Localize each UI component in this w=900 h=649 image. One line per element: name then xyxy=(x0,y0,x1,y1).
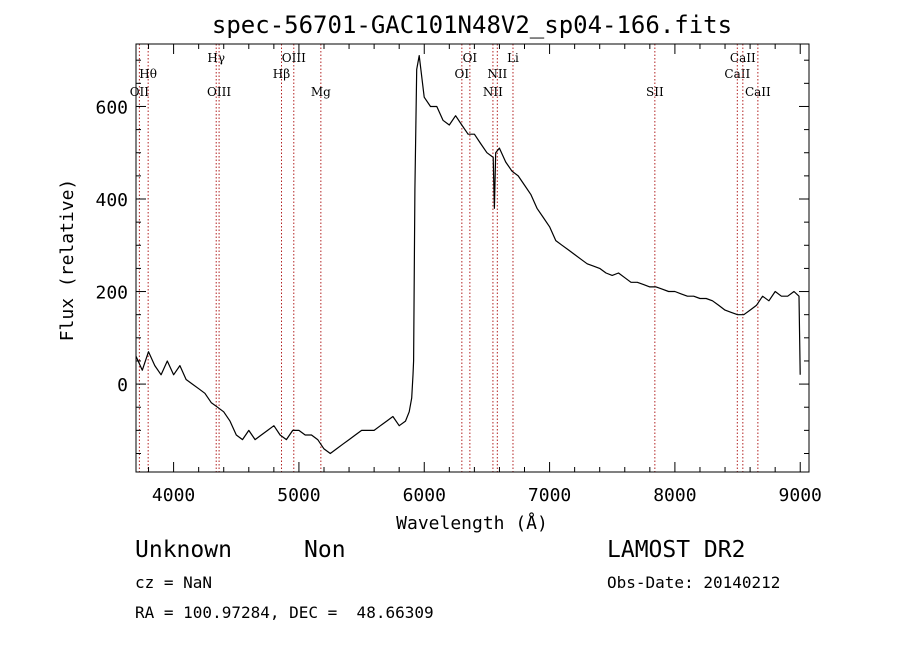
spectral-line-label-6: Mg xyxy=(311,85,331,99)
spectral-line-label-1: Hθ xyxy=(139,67,157,81)
spectral-line-label-2: Hγ xyxy=(207,51,225,65)
y-tick-label-3: 600 xyxy=(95,97,128,118)
spectral-line-markers: OIIHθHγOIIIHβOIIIMgOIOINIINIILiSIICaIICa… xyxy=(130,44,771,472)
coordinates: RA = 100.97284, DEC = 48.66309 xyxy=(135,603,434,622)
axes: 4000 5000 6000 7000 8000 9000 0 200 400 600 xyxy=(95,43,822,506)
x-tick-label-4: 8000 xyxy=(653,485,696,506)
spectral-line-label-14: CaII xyxy=(730,51,756,65)
chart-title: spec-56701-GAC101N48V2_sp04-166.fits xyxy=(212,11,732,39)
spectral-line-label-4: Hβ xyxy=(273,67,290,81)
plot-frame xyxy=(135,43,810,473)
spectral-line-label-0: OII xyxy=(130,85,150,99)
spectral-line-label-13: CaII xyxy=(724,67,750,81)
spectral-line-label-10: NII xyxy=(487,67,507,81)
plot-area xyxy=(135,54,801,455)
spectral-line-label-8: OI xyxy=(463,51,478,65)
y-tick-label-1: 200 xyxy=(95,283,128,304)
x-tick-label-1: 5000 xyxy=(277,485,320,506)
x-tick-label-0: 4000 xyxy=(152,485,195,506)
spectral-line-label-3: OIII xyxy=(207,85,231,99)
y-tick-label-2: 400 xyxy=(95,190,128,211)
x-axis-label: Wavelength (Å) xyxy=(396,512,548,534)
object-class: Unknown xyxy=(135,537,232,563)
survey-name: LAMOST DR2 xyxy=(607,537,746,563)
spectrum-series-0 xyxy=(135,54,801,455)
spectral-line-label-5: OIII xyxy=(282,51,306,65)
y-tick-label-0: 0 xyxy=(117,375,128,396)
redshift: cz = NaN xyxy=(135,573,213,592)
y-axis-label: Flux (relative) xyxy=(57,179,78,342)
spectral-line-label-7: OI xyxy=(455,67,470,81)
x-tick-label-3: 7000 xyxy=(528,485,571,506)
object-subclass: Non xyxy=(304,537,346,563)
spectral-line-label-12: SII xyxy=(646,85,664,99)
spectral-line-label-15: CaII xyxy=(745,85,771,99)
x-tick-label-5: 9000 xyxy=(779,485,822,506)
spectral-line-label-11: Li xyxy=(507,51,519,65)
spectral-line-label-9: NII xyxy=(483,85,503,99)
obs-date: Obs-Date: 20140212 xyxy=(607,573,781,592)
x-tick-label-2: 6000 xyxy=(403,485,446,506)
